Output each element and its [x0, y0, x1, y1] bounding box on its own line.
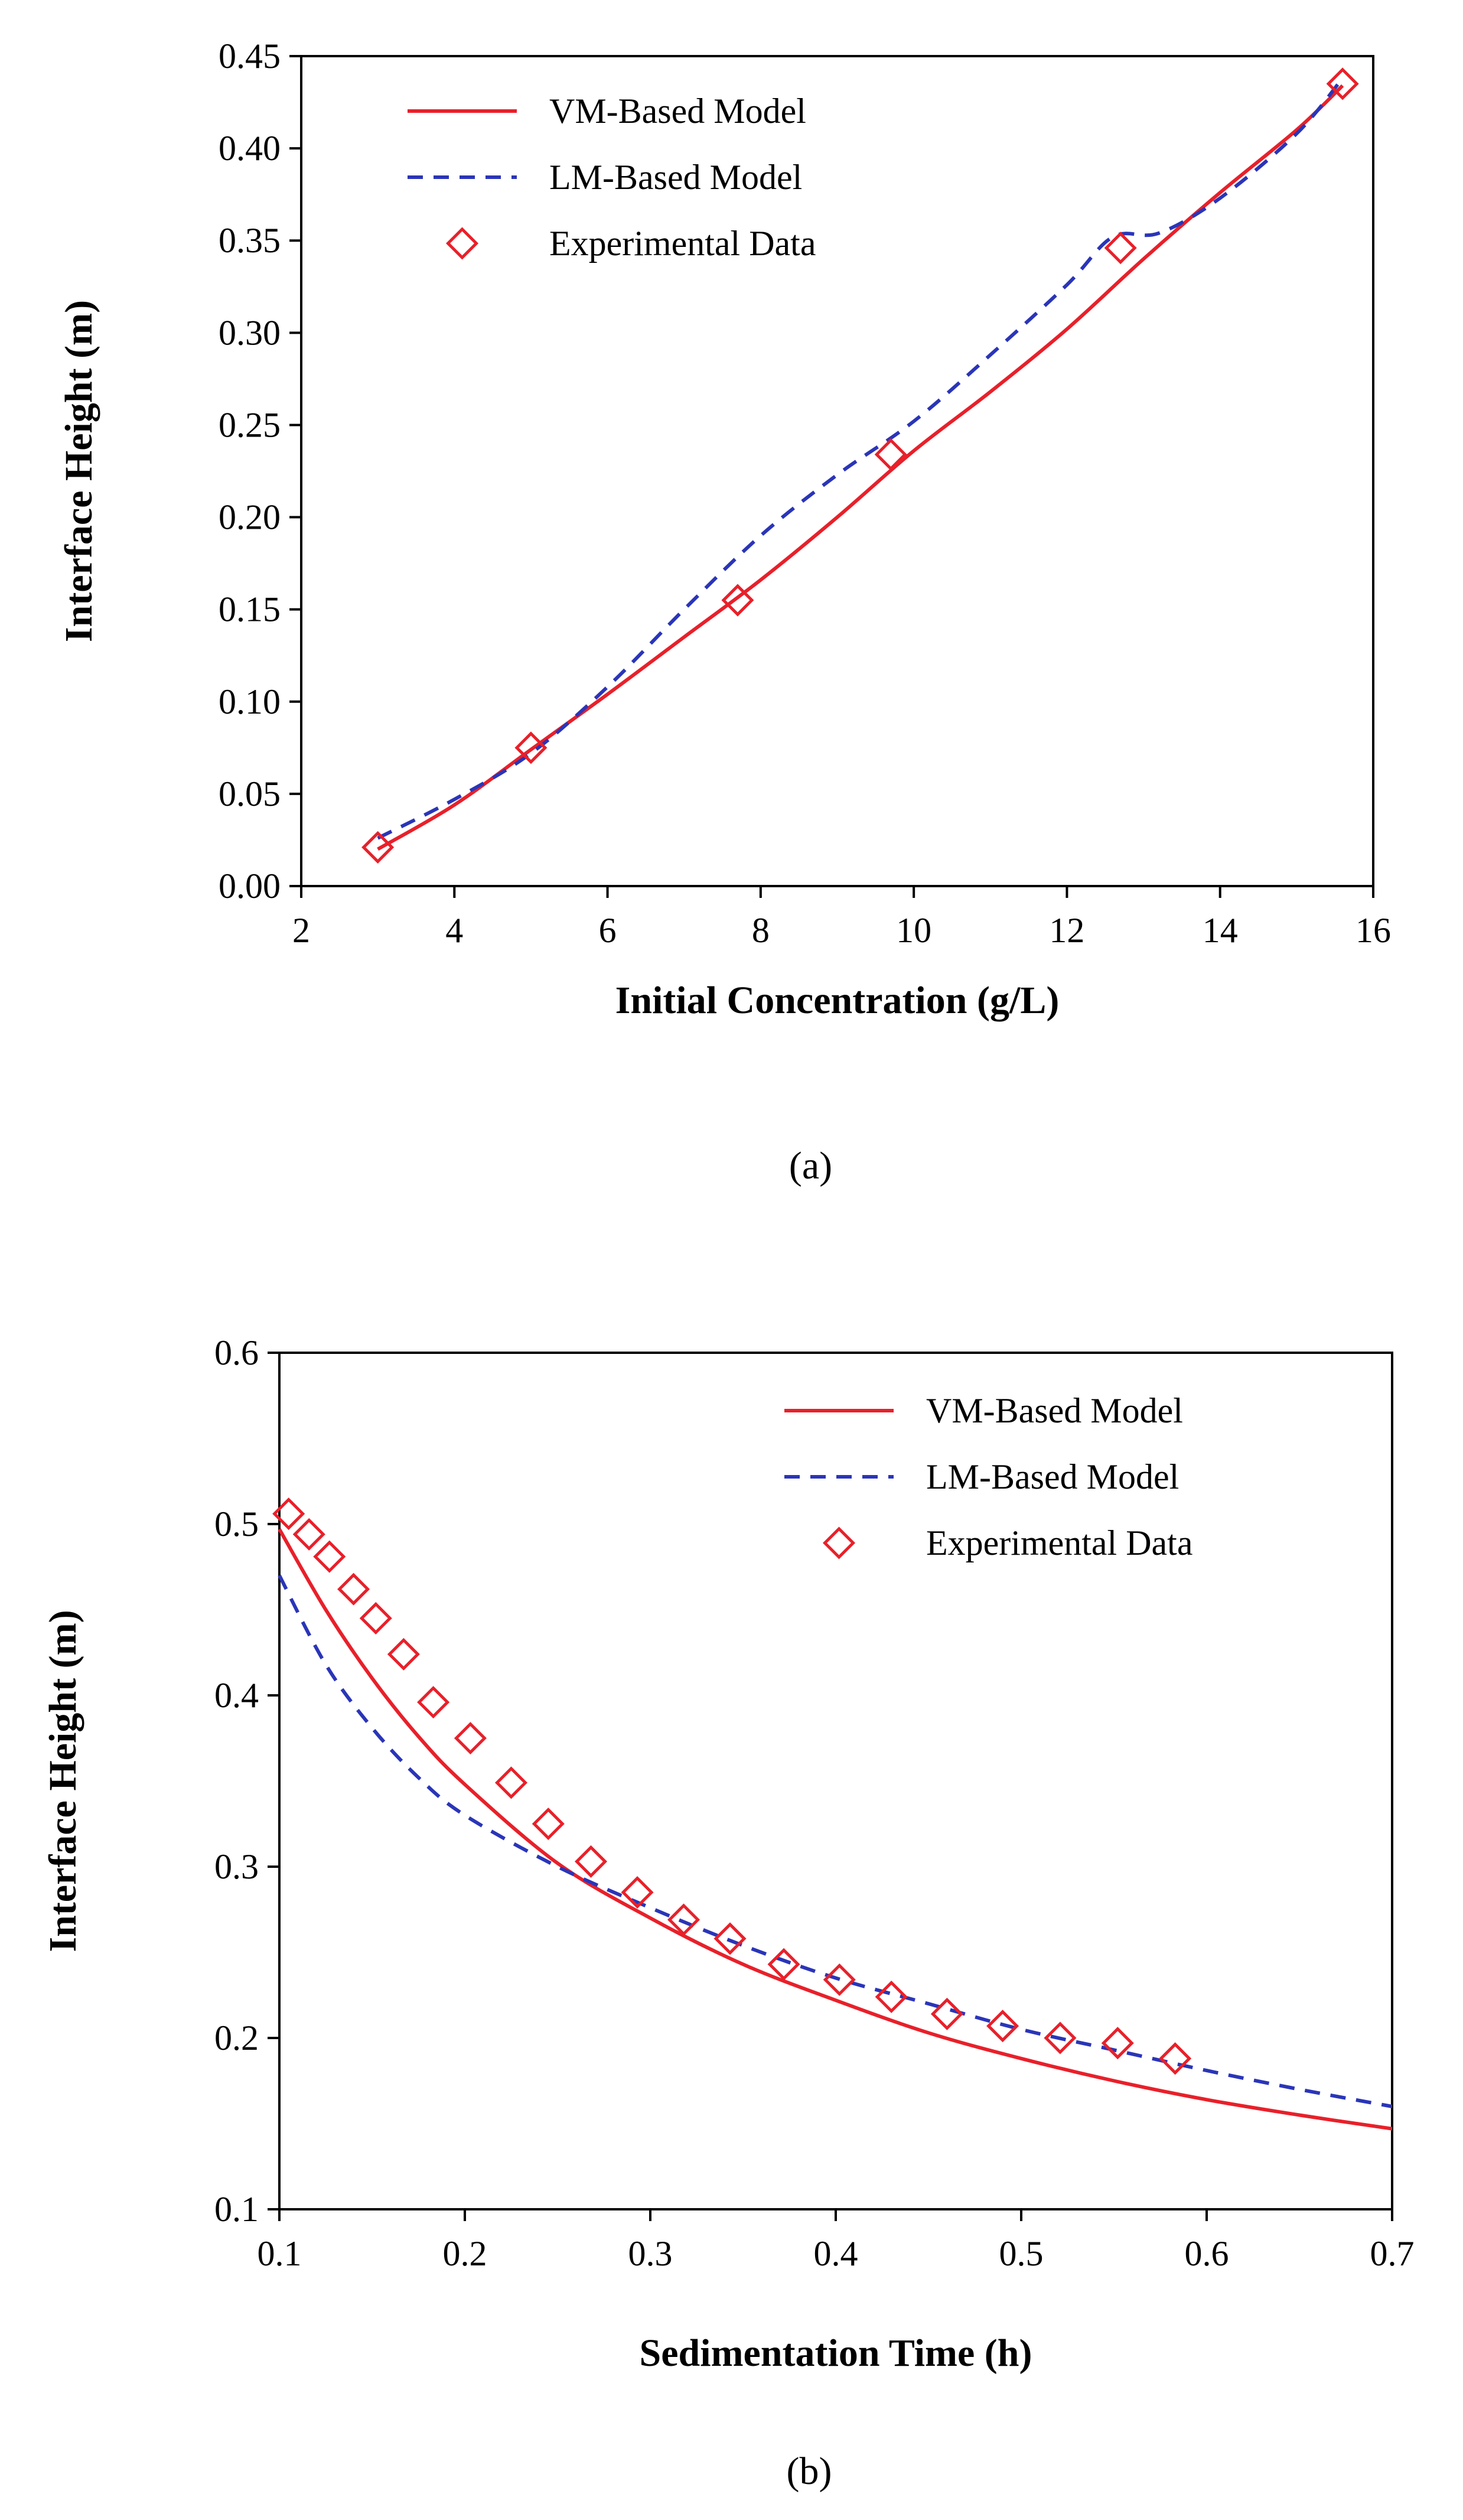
data-point-experimental-data: [387, 1637, 420, 1671]
x-tick-label: 12: [1049, 911, 1084, 950]
series-line-vm-based-model: [278, 1528, 1393, 2131]
data-point-experimental-data: [532, 1807, 565, 1841]
data-point-experimental-data: [874, 438, 907, 471]
data-point-experimental-data: [1101, 2027, 1134, 2060]
series-line-lm-based-model: [278, 1574, 1393, 2108]
x-tick-label: 4: [445, 911, 463, 950]
y-tick-label: 0.30: [219, 313, 281, 352]
data-point-experimental-data: [713, 1922, 747, 1955]
data-point-experimental-data: [494, 1766, 528, 1799]
y-tick-label: 0.10: [219, 682, 281, 721]
y-tick-label: 0.00: [219, 867, 281, 906]
x-tick-label: 0.3: [628, 2234, 673, 2273]
x-tick-label: 10: [896, 911, 931, 950]
x-tick-label: 0.6: [1185, 2234, 1229, 2273]
data-point-experimental-data: [1044, 2021, 1077, 2055]
data-point-experimental-data: [361, 831, 395, 864]
x-tick-label: 8: [752, 911, 770, 950]
data-point-experimental-data: [292, 1518, 325, 1551]
x-tick-label: 0.4: [814, 2234, 858, 2273]
y-axis-title: Interface Height (m): [57, 300, 100, 642]
x-tick-label: 14: [1203, 911, 1238, 950]
data-point-experimental-data: [359, 1601, 392, 1635]
y-tick-label: 0.35: [219, 221, 281, 260]
data-point-experimental-data: [767, 1948, 800, 1981]
legend-label-vm-based-model: VM-Based Model: [926, 1391, 1183, 1430]
chart-b-interface-height-vs-time: 0.1 0.2 0.3 0.4 0.5 0.6 0.7 0.1 0.2 0.3 0.4 0.5 0.6 S…: [41, 1333, 1415, 2493]
x-tick-label: 0.1: [258, 2234, 302, 2273]
data-point-experimental-data: [823, 1963, 856, 1996]
legend-label-experimental-data: Experimental Data: [926, 1523, 1192, 1562]
x-tick-label: 0.5: [999, 2234, 1044, 2273]
x-axis-title: Sedimentation Time (h): [640, 2332, 1032, 2375]
y-tick-label: 0.25: [219, 405, 281, 444]
y-tick-label: 0.2: [214, 2018, 259, 2057]
y-tick-label: 0.5: [214, 1505, 259, 1544]
x-tick-label: 16: [1356, 911, 1391, 950]
legend-marker-experimental-data: [822, 1526, 856, 1559]
legend-marker-experimental-data: [445, 227, 479, 260]
data-point-experimental-data: [986, 2010, 1019, 2043]
panel-label: (a): [789, 1144, 832, 1187]
data-point-experimental-data: [574, 1845, 608, 1878]
y-tick-label: 0.3: [214, 1847, 259, 1886]
y-tick-label: 0.40: [219, 129, 281, 168]
y-tick-label: 0.20: [219, 498, 281, 537]
data-point-experimental-data: [930, 1997, 963, 2030]
plot-frame: [278, 1352, 1393, 2210]
x-tick-label: 0.2: [443, 2234, 487, 2273]
legend-label-lm-based-model: LM-Based Model: [926, 1457, 1179, 1496]
y-tick-label: 0.05: [219, 774, 281, 813]
x-tick-label: 0.7: [1370, 2234, 1415, 2273]
y-tick-label: 0.1: [214, 2190, 259, 2229]
legend-label-experimental-data: Experimental Data: [549, 224, 816, 263]
data-point-experimental-data: [1104, 232, 1137, 265]
y-tick-label: 0.6: [214, 1333, 259, 1372]
data-point-experimental-data: [417, 1686, 450, 1719]
data-point-experimental-data: [272, 1497, 305, 1531]
legend-label-vm-based-model: VM-Based Model: [549, 92, 806, 131]
y-tick-label: 0.4: [214, 1676, 259, 1715]
y-axis-title: Interface Height (m): [41, 1610, 84, 1952]
y-tick-label: 0.15: [219, 590, 281, 629]
data-point-experimental-data: [337, 1572, 370, 1606]
data-point-experimental-data: [875, 1980, 908, 2013]
series-line-lm-based-model: [377, 77, 1344, 840]
panel-label: (b): [787, 2450, 832, 2493]
plot-frame: [300, 55, 1374, 887]
data-point-experimental-data: [721, 584, 754, 617]
data-point-experimental-data: [454, 1721, 487, 1755]
data-point-experimental-data: [667, 1903, 700, 1936]
chart-a-interface-height-vs-concentration: 2 4 6 8 10 12 14 16 0.00 0.05 0.10 0.15 0.20 0.25 0.30…: [57, 37, 1391, 1187]
legend-label-lm-based-model: LM-Based Model: [549, 158, 802, 197]
data-point-experimental-data: [514, 731, 548, 764]
series-line-vm-based-model: [377, 84, 1344, 851]
x-tick-label: 6: [599, 911, 617, 950]
y-tick-label: 0.45: [219, 37, 281, 76]
data-point-experimental-data: [1159, 2042, 1192, 2075]
x-tick-label: 2: [292, 911, 310, 950]
data-point-experimental-data: [313, 1540, 346, 1573]
data-point-experimental-data: [1326, 67, 1359, 100]
x-axis-title: Initial Concentration (g/L): [615, 979, 1060, 1022]
data-point-experimental-data: [621, 1876, 654, 1909]
